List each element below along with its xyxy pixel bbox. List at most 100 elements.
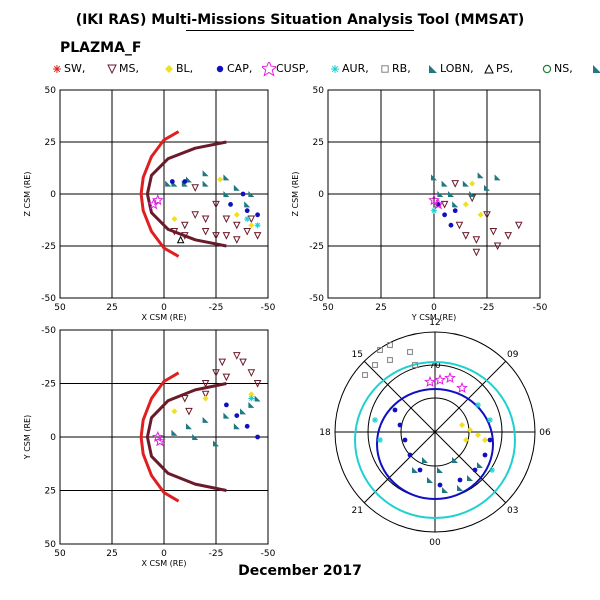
x-tick-label: 50 [322,303,334,313]
data-point [147,198,160,210]
data-point [469,191,476,197]
data-point [201,215,210,224]
legend-symbol-icon [593,65,600,73]
polar-point [397,422,403,428]
legend-symbol-icon [542,64,552,74]
data-point [247,369,256,377]
x-tick-label: 0 [431,303,437,313]
data-point [431,174,437,181]
legend-label: BL, [176,62,194,75]
data-point [452,201,459,208]
data-point [455,221,464,230]
y-tick-label: -50 [41,326,56,336]
clock-label: 00 [429,538,441,548]
data-point [254,395,261,402]
title-underline [186,30,414,31]
x-tick-label: 50 [54,303,66,313]
series-bl [171,176,255,229]
data-point [451,180,460,188]
data-point [232,221,241,230]
data-point [477,172,484,179]
polar-point [437,482,443,488]
polar-point [467,427,473,433]
bow-shock-curve [139,130,180,258]
y-tick-label: -50 [309,294,324,304]
data-point [222,232,231,240]
data-point [180,394,189,403]
polar-point [477,462,483,468]
magnetopause-curve [145,382,227,492]
data-point [440,200,449,209]
legend-label: MS, [119,62,139,75]
legend-symbol-icon [381,65,389,73]
data-point [213,440,219,447]
polar-spoke [363,360,436,433]
data-point [489,227,498,236]
y-tick-label: -50 [41,294,56,304]
series-lobn [171,395,261,447]
data-point [244,423,250,429]
x-tick-label: 25 [106,549,117,559]
data-point [253,232,262,240]
x-tick-label: -50 [261,549,276,559]
data-point [228,202,233,207]
polar-point [377,437,383,443]
legend-label: NS, [554,62,573,75]
y-tick-label: 0 [318,190,324,200]
data-point [180,232,189,240]
data-point [472,248,481,257]
y-tick-label: -25 [41,242,56,252]
legend-symbol-icon [216,65,224,73]
clock-label: 21 [351,506,362,516]
polar-point [463,437,469,443]
data-point [254,222,261,229]
panel-polar: 12 09 06 03 00 21 18 15 70 [319,318,551,548]
x-tick-label: 0 [161,303,167,313]
legend-symbol-icon [107,64,117,75]
polar-point [482,437,488,443]
data-point [212,200,220,209]
data-point [234,413,240,418]
data-point [484,184,490,191]
data-point [185,176,192,183]
y-tick-label: 25 [313,138,324,148]
data-point [169,179,175,184]
legend-label: PS, [496,62,514,75]
data-point [469,180,476,187]
polar-series-rb [362,342,418,378]
data-point [244,215,251,222]
instrument-label: PLAZMA_F [60,40,142,56]
data-point [182,179,188,184]
data-point [223,412,230,419]
series-bl [171,391,255,415]
polar-spoke [434,360,507,433]
y-axis-label: Y CSM (RE) [23,415,32,460]
y-axis-label: Z CSM (RE) [23,172,32,217]
polar-series-bl [459,422,488,443]
y-tick-label: 50 [313,86,325,96]
data-point [441,180,448,187]
legend-symbol-icon [165,65,173,73]
data-point [232,352,241,360]
data-point [240,191,246,197]
x-tick-label: 25 [106,303,117,313]
data-point [212,232,220,240]
polar-point [424,375,436,387]
data-point [233,184,240,191]
data-point [171,429,178,436]
x-tick-label: -50 [261,303,276,313]
data-point [217,176,224,183]
legend-label: SW, [64,62,86,75]
polar-point [487,437,493,443]
x-tick-label: 25 [375,303,386,313]
data-point [180,221,189,230]
data-point [151,430,164,442]
y-axis-label: Z CSM (RE) [291,172,300,217]
clock-label: 18 [319,428,331,438]
data-point [222,373,231,382]
data-point [218,358,227,367]
series-bl [462,180,484,218]
data-point [212,369,220,377]
